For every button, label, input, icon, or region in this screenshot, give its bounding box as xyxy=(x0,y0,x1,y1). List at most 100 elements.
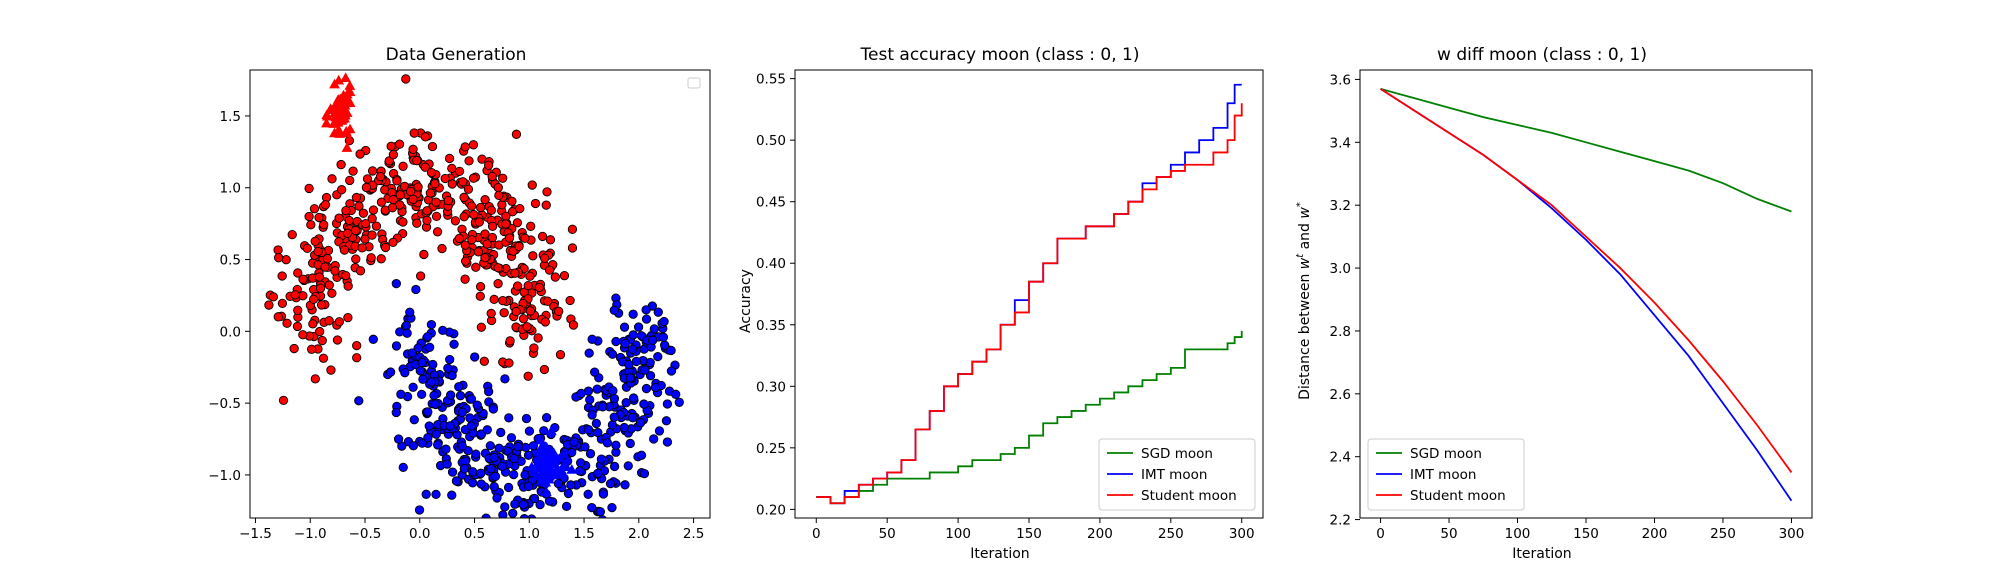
data-generation-point xyxy=(409,415,419,425)
data-generation-point xyxy=(447,490,457,500)
data-generation-triangle-point xyxy=(559,458,571,469)
data-generation-point xyxy=(391,341,402,351)
data-generation-point xyxy=(277,298,288,309)
data-generation-xtick-label: 0.5 xyxy=(464,526,485,542)
data-generation-point xyxy=(341,206,351,216)
data-generation-point xyxy=(447,370,457,381)
data-generation-point xyxy=(446,390,456,400)
data-generation-point xyxy=(587,410,597,420)
data-generation-point xyxy=(322,254,332,264)
data-generation-point xyxy=(666,345,676,356)
data-generation-point xyxy=(493,263,503,273)
data-generation-point xyxy=(425,342,435,352)
data-generation-point xyxy=(422,332,433,342)
test-accuracy-xtick-label: 200 xyxy=(1087,526,1113,542)
test-accuracy-title: Test accuracy moon (class : 0, 1) xyxy=(860,45,1140,65)
data-generation-point xyxy=(653,307,663,317)
data-generation-point xyxy=(475,291,485,301)
test-accuracy-xtick-label: 250 xyxy=(1158,526,1184,542)
test-accuracy-xtick-label: 0 xyxy=(812,526,821,542)
data-generation-point xyxy=(482,425,492,435)
w-diff-ytick-label: 2.2 xyxy=(1330,513,1351,529)
data-generation-point xyxy=(457,441,467,451)
data-generation-point xyxy=(628,330,638,340)
w-diff-ylabel-sup1: t xyxy=(1295,253,1306,258)
data-generation-point xyxy=(498,173,508,183)
data-generation-point xyxy=(567,447,577,458)
w-diff-plot-area: 0 50 100 150 200 250 300 2.2 2.4 2.6 2.8 3.0 3.2 3.4 3… xyxy=(1330,69,1813,542)
data-generation-point xyxy=(447,467,458,477)
data-generation-point xyxy=(540,317,551,327)
data-generation-point xyxy=(405,307,415,317)
data-generation-triangle-point xyxy=(540,486,552,496)
data-generation-point xyxy=(451,476,462,486)
data-generation-point xyxy=(309,204,320,214)
data-generation-point xyxy=(537,231,548,242)
data-generation-point xyxy=(432,227,443,237)
data-generation-point xyxy=(529,343,539,353)
data-generation-point xyxy=(486,308,496,319)
data-generation-point xyxy=(596,454,607,464)
w-diff-ylabel-w2: w xyxy=(1297,207,1313,219)
data-generation-point xyxy=(566,480,576,490)
data-generation-point xyxy=(553,478,564,489)
data-generation-point xyxy=(627,344,638,354)
w-diff-data-layer xyxy=(1380,87,1793,502)
data-generation-point xyxy=(306,220,316,230)
data-generation-point xyxy=(534,282,544,293)
data-generation-point xyxy=(268,292,279,302)
data-generation-point xyxy=(466,421,476,431)
data-generation-point xyxy=(293,268,303,278)
data-generation-point xyxy=(289,343,299,354)
test-accuracy-ytick-label: 0.55 xyxy=(756,72,786,88)
data-generation-point xyxy=(413,182,423,192)
data-generation-series-0 xyxy=(264,74,579,406)
data-generation-point xyxy=(509,453,519,464)
data-generation-point xyxy=(611,336,621,347)
data-generation-triangle-point xyxy=(526,461,538,471)
data-generation-point xyxy=(468,478,478,488)
data-generation-point xyxy=(454,382,464,392)
data-generation-triangle-point xyxy=(536,474,548,485)
data-generation-point xyxy=(666,366,677,376)
data-generation-point xyxy=(598,515,607,518)
test-accuracy-legend: SGD moon IMT moon Student moon xyxy=(1098,438,1256,511)
test-accuracy-ytick-label: 0.50 xyxy=(756,133,786,149)
data-generation-point xyxy=(460,240,470,250)
data-generation-point xyxy=(492,493,502,503)
data-generation-triangle-point xyxy=(535,434,547,445)
data-generation-point xyxy=(425,188,436,198)
w-diff-legend: SGD moon IMT moon Student moon xyxy=(1367,438,1525,511)
data-generation-point xyxy=(426,319,437,330)
data-generation-xtick-label: −0.5 xyxy=(349,526,382,542)
data-generation-point xyxy=(497,461,507,472)
data-generation-point xyxy=(523,281,533,291)
data-generation-point xyxy=(464,156,474,166)
data-generation-point xyxy=(535,499,545,510)
data-generation-point xyxy=(430,399,440,409)
data-generation-point xyxy=(662,399,673,409)
data-generation-point xyxy=(523,371,533,381)
data-generation-point xyxy=(503,482,514,493)
w-diff-xtick-label: 150 xyxy=(1573,526,1599,542)
data-generation-point xyxy=(407,348,417,358)
data-generation-point xyxy=(427,141,438,152)
data-generation-point xyxy=(466,201,477,211)
data-generation-point xyxy=(591,418,601,429)
data-generation-point xyxy=(542,187,552,197)
data-generation-point xyxy=(541,200,551,210)
data-generation-point xyxy=(625,373,635,383)
data-generation-data-layer xyxy=(264,72,684,518)
data-generation-point xyxy=(287,229,297,240)
data-generation-point xyxy=(490,471,501,481)
data-generation-point xyxy=(609,305,619,315)
data-generation-point xyxy=(334,317,345,327)
data-generation-point xyxy=(585,395,595,405)
data-generation-point xyxy=(486,205,497,215)
data-generation-point xyxy=(621,398,631,408)
w-diff-ytick-label: 3.4 xyxy=(1330,135,1351,151)
data-generation-point xyxy=(309,294,319,304)
data-generation-point xyxy=(459,192,469,202)
data-generation-point xyxy=(431,489,441,500)
data-generation-point xyxy=(520,233,530,243)
